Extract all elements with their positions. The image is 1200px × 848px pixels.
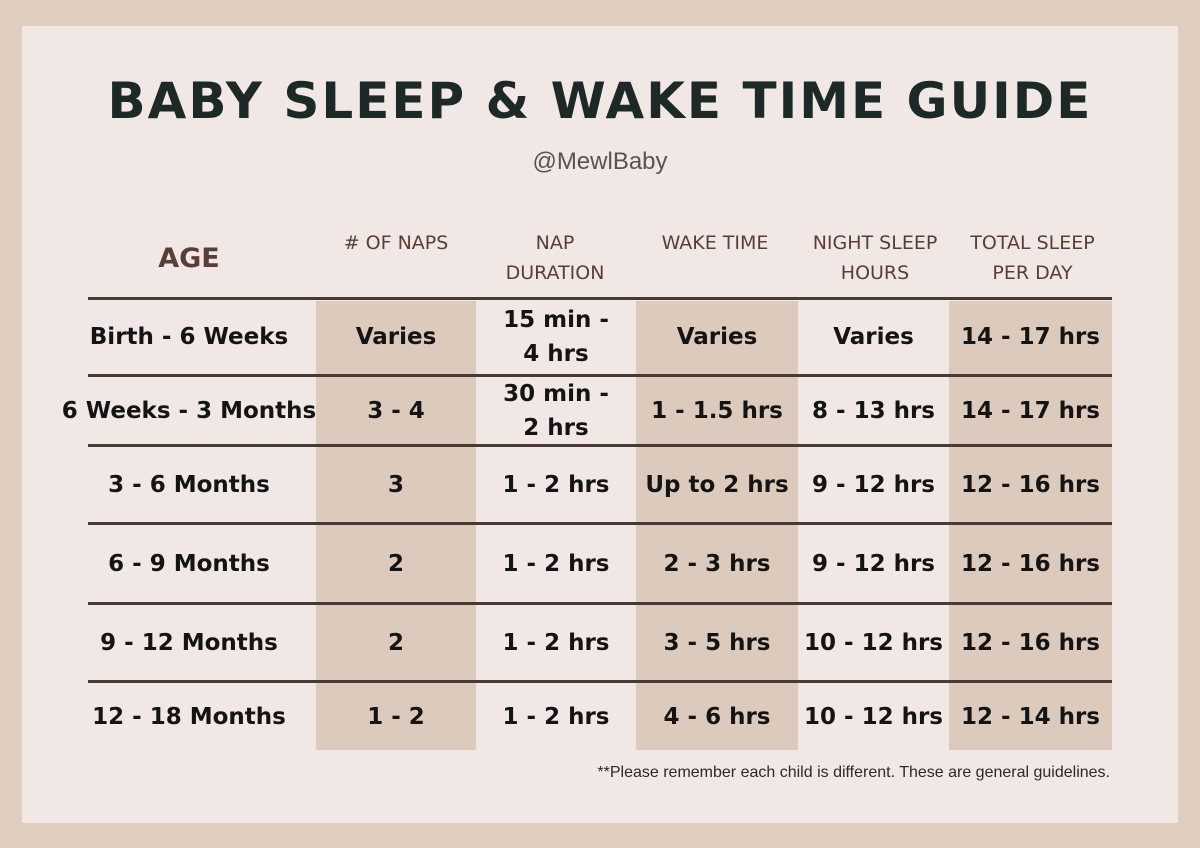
cell-wake-time: 1 - 1.5 hrs bbox=[651, 397, 783, 424]
cell-night-sleep: 9 - 12 hrs bbox=[812, 471, 935, 498]
cell-night-sleep: 8 - 13 hrs bbox=[812, 397, 935, 424]
cell-nap-duration: 30 min - 2 hrs bbox=[503, 380, 609, 441]
cell-nap-duration: 1 - 2 hrs bbox=[502, 550, 610, 577]
header-age: AGE bbox=[158, 243, 220, 274]
cell-night-sleep: 10 - 12 hrs bbox=[804, 703, 943, 730]
cell-total-sleep: 12 - 16 hrs bbox=[961, 629, 1100, 656]
row-divider bbox=[88, 444, 1112, 447]
page-title: BABY SLEEP & WAKE TIME GUIDE bbox=[107, 72, 1093, 130]
cell-wake-time: Varies bbox=[676, 324, 758, 350]
cell-age: 6 Weeks - 3 Months bbox=[61, 397, 317, 424]
cell-naps: 1 - 2 bbox=[367, 703, 425, 730]
cell-age: 9 - 12 Months bbox=[100, 629, 278, 656]
cell-wake-time: 4 - 6 hrs bbox=[663, 703, 771, 730]
cell-total-sleep: 12 - 16 hrs bbox=[961, 550, 1100, 577]
cell-total-sleep: 14 - 17 hrs bbox=[961, 397, 1100, 424]
cell-age: 6 - 9 Months bbox=[108, 550, 270, 577]
cell-night-sleep: 10 - 12 hrs bbox=[804, 629, 943, 656]
cell-wake-time: 3 - 5 hrs bbox=[663, 629, 771, 656]
row-divider bbox=[88, 522, 1112, 525]
cell-nap-duration: 1 - 2 hrs bbox=[502, 471, 610, 498]
footnote: **Please remember each child is differen… bbox=[597, 764, 1110, 781]
cell-total-sleep: 12 - 16 hrs bbox=[961, 471, 1100, 498]
row-divider bbox=[88, 374, 1112, 377]
header-nap-duration: NAP DURATION bbox=[505, 232, 605, 284]
cell-naps: 3 bbox=[387, 471, 404, 498]
header-night-sleep: NIGHT SLEEP HOURS bbox=[812, 232, 938, 284]
cell-total-sleep: 12 - 14 hrs bbox=[961, 703, 1100, 730]
page-subtitle: @MewlBaby bbox=[532, 148, 668, 175]
cell-age: Birth - 6 Weeks bbox=[89, 324, 289, 350]
cell-night-sleep: Varies bbox=[833, 324, 914, 350]
cell-naps: 3 - 4 bbox=[367, 397, 425, 424]
cell-naps: Varies bbox=[355, 324, 437, 350]
cell-wake-time: Up to 2 hrs bbox=[645, 471, 789, 498]
cell-naps: 2 bbox=[387, 550, 404, 577]
cell-wake-time: 2 - 3 hrs bbox=[663, 550, 771, 577]
header-wake-time: WAKE TIME bbox=[661, 232, 769, 254]
header-naps: # OF NAPS bbox=[343, 232, 449, 254]
cell-age: 12 - 18 Months bbox=[92, 703, 286, 730]
cell-naps: 2 bbox=[387, 629, 404, 656]
row-divider bbox=[88, 297, 1112, 300]
cell-nap-duration: 1 - 2 hrs bbox=[502, 703, 610, 730]
cell-night-sleep: 9 - 12 hrs bbox=[812, 550, 935, 577]
cell-age: 3 - 6 Months bbox=[108, 471, 270, 498]
header-total-sleep: TOTAL SLEEP PER DAY bbox=[970, 232, 1095, 284]
cell-nap-duration: 1 - 2 hrs bbox=[502, 629, 610, 656]
row-divider bbox=[88, 680, 1112, 683]
cell-nap-duration: 15 min - 4 hrs bbox=[503, 307, 609, 367]
row-divider bbox=[88, 602, 1112, 605]
cell-total-sleep: 14 - 17 hrs bbox=[961, 324, 1100, 350]
